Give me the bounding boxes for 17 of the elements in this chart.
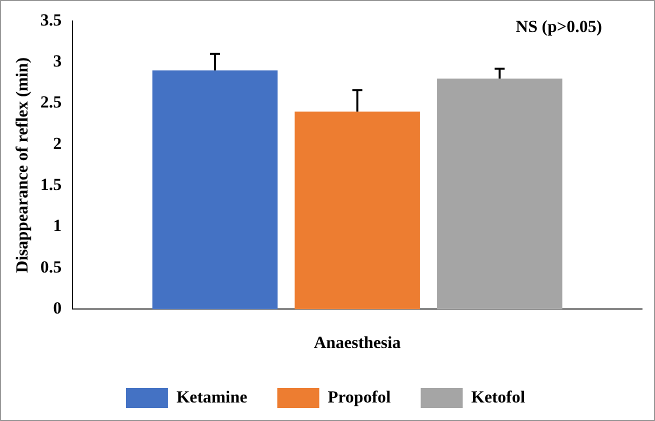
y-tick-label: 2 [53,134,62,153]
y-axis-title: Disappearance of reflex (min) [12,57,32,273]
y-tick-label: 1.5 [40,175,62,194]
bar [152,70,278,310]
y-tick-label: 2.5 [40,92,62,112]
annotation: NS (p>0.05) [516,17,602,37]
legend-label: Ketofol [471,387,526,406]
bar [437,78,562,310]
legend-label: Ketamine [176,387,248,406]
legend-label: Propofol [328,387,392,406]
y-tick-label: 0 [53,298,62,318]
x-axis-title: Anaesthesia [314,333,402,352]
y-tick-label: 0.5 [40,257,62,276]
bar [294,112,420,310]
y-tick-label: 1 [53,216,62,236]
y-tick-label: 3.5 [40,10,62,30]
y-tick-label: 3 [53,52,62,71]
